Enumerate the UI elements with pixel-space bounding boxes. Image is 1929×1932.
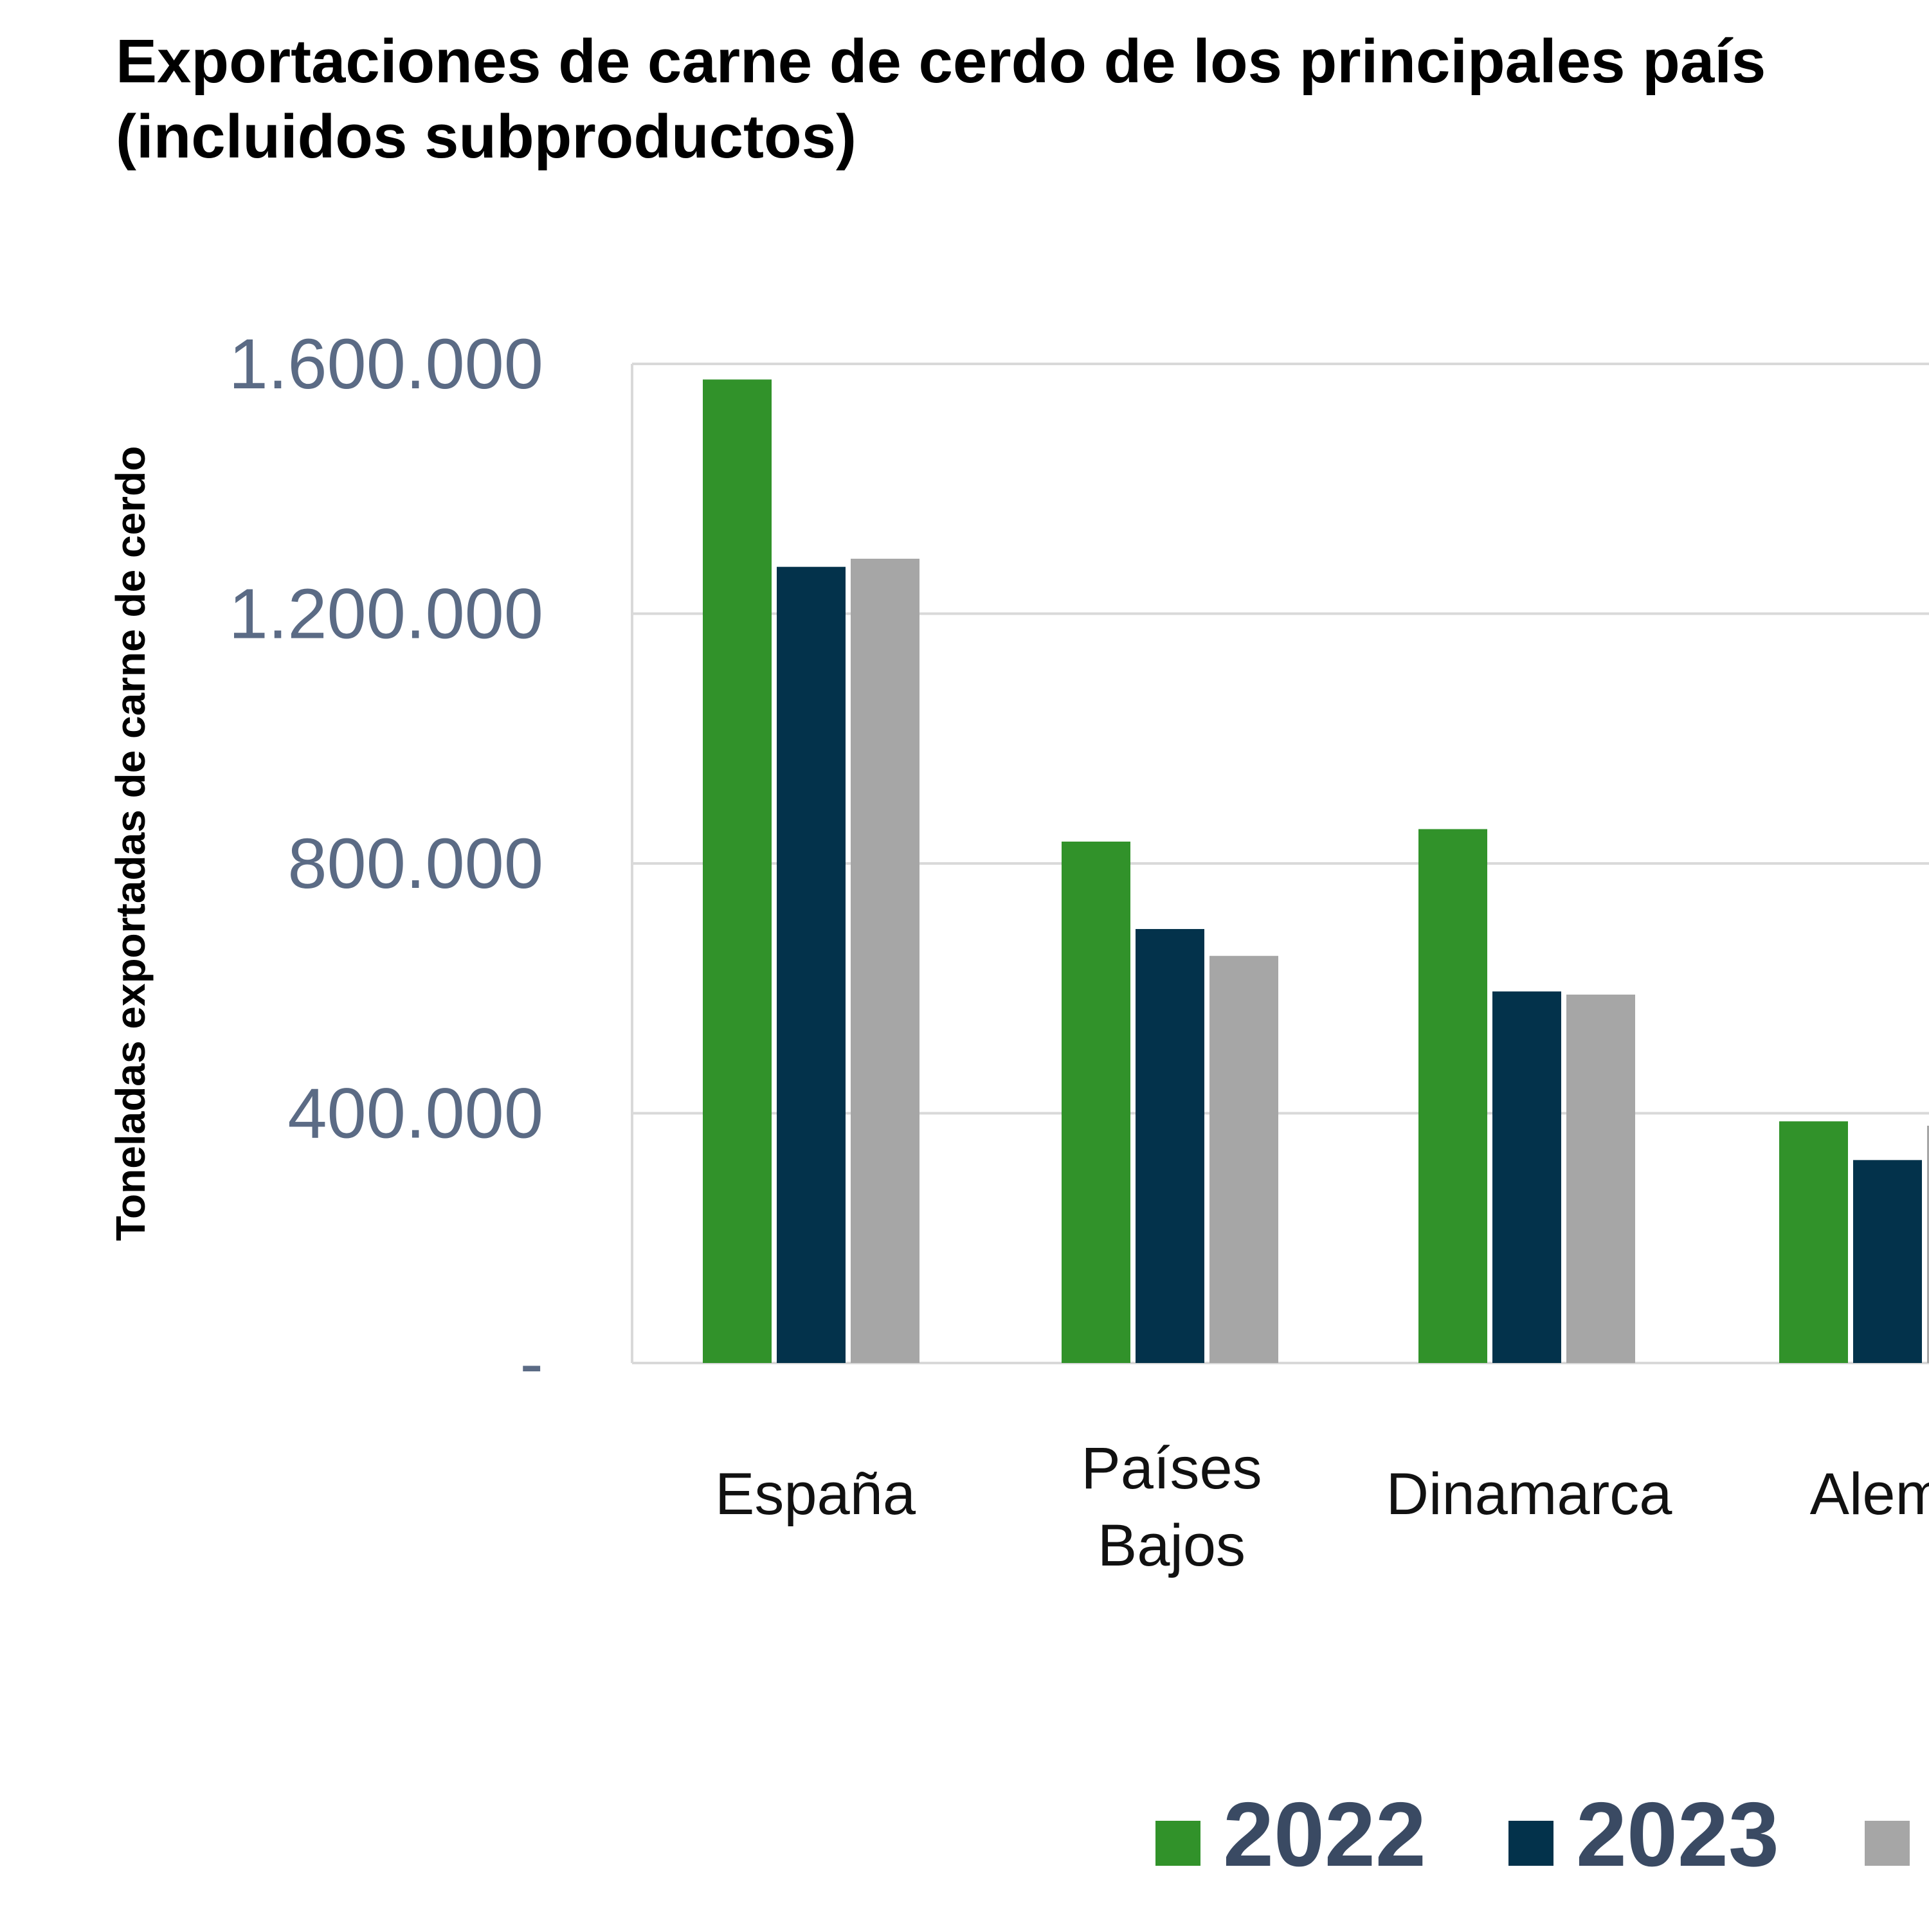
bar bbox=[1418, 829, 1487, 1363]
y-tick-label: 1.600.000 bbox=[229, 325, 543, 404]
bar bbox=[1566, 994, 1635, 1363]
chart-subtitle: (incluidos subproductos) bbox=[116, 102, 856, 171]
legend-label: 2023 bbox=[1576, 1783, 1779, 1886]
x-tick-label: Países Bajos bbox=[1081, 1436, 1262, 1578]
x-tick-label: España bbox=[715, 1461, 916, 1527]
y-tick-label: - bbox=[520, 1324, 543, 1403]
bars bbox=[703, 379, 1929, 1363]
legend-label: 2022 bbox=[1223, 1783, 1426, 1886]
y-tick-label: 1.200.000 bbox=[229, 575, 543, 654]
y-tick-label: 400.000 bbox=[287, 1074, 543, 1153]
y-tick-label: 800.000 bbox=[287, 824, 543, 903]
legend-swatch bbox=[1865, 1821, 1910, 1866]
gridlines bbox=[631, 363, 1929, 1364]
bar bbox=[1136, 928, 1204, 1363]
bar bbox=[1209, 955, 1278, 1363]
x-tick-label: Dinamarca bbox=[1386, 1461, 1673, 1527]
bar bbox=[1927, 1125, 1929, 1363]
legend-swatch bbox=[1155, 1821, 1200, 1866]
legend: 2022 2023 bbox=[1155, 1783, 1910, 1886]
bar bbox=[777, 566, 846, 1363]
bar bbox=[1062, 842, 1130, 1363]
bar bbox=[1779, 1121, 1848, 1363]
legend-swatch bbox=[1508, 1821, 1553, 1866]
y-axis: - 400.000 800.000 1.200.000 1.600.000 bbox=[229, 325, 543, 1403]
bar bbox=[1492, 991, 1561, 1363]
x-tick-label: Alema bbox=[1810, 1461, 1929, 1527]
y-axis-title: Toneladas exportadas de carne de cerdo bbox=[107, 446, 154, 1241]
chart-title: Exportaciones de carne de cerdo de los p… bbox=[116, 27, 1766, 96]
bar bbox=[851, 559, 919, 1363]
bar bbox=[1853, 1160, 1922, 1363]
bar bbox=[703, 379, 772, 1363]
